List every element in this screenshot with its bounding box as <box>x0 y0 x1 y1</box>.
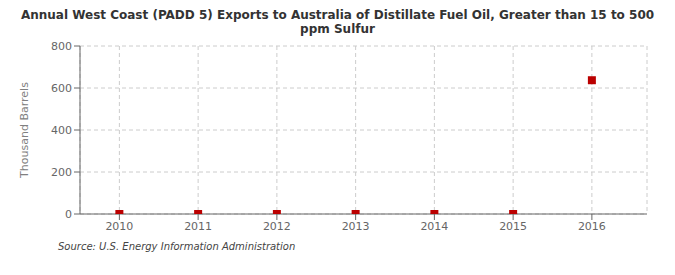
svg-text:2016: 2016 <box>578 220 606 233</box>
svg-text:800: 800 <box>51 40 72 53</box>
svg-text:200: 200 <box>51 166 72 179</box>
html-text:Annual West Coast (PADD 5) Exp: Annual West Coast (PADD 5) Exports to Au… <box>20 8 655 36</box>
svg-text:Thousand Barrels: Thousand Barrels <box>18 82 31 179</box>
svg-text:2013: 2013 <box>342 220 370 233</box>
svg-text:400: 400 <box>51 124 72 137</box>
svg-text:2010: 2010 <box>105 220 133 233</box>
svg-text:2015: 2015 <box>499 220 527 233</box>
html-text:Source: U.S. Energy Informatio: Source: U.S. Energy Information Administ… <box>58 241 296 252</box>
svg-text:2014: 2014 <box>420 220 448 233</box>
svg-text:600: 600 <box>51 82 72 95</box>
svg-text:0: 0 <box>65 208 72 221</box>
svg-text:2012: 2012 <box>263 220 291 233</box>
svg-text:2011: 2011 <box>184 220 212 233</box>
